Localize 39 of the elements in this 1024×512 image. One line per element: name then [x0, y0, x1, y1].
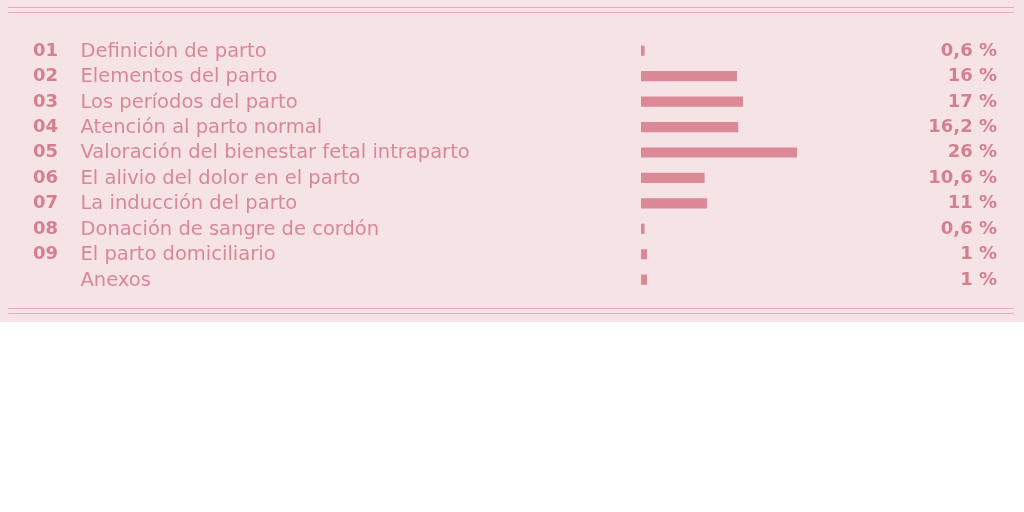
bar [641, 198, 707, 209]
data-label: 11 % [947, 191, 997, 213]
y-tick-label: La inducción del parto [80, 191, 298, 215]
y-tick-label: Atención al parto normal [80, 115, 323, 139]
bar [641, 121, 739, 133]
text: 07 [33, 191, 59, 213]
y-tick-label: Valoración del bienestar fetal intraparto [80, 140, 470, 164]
text: 08 [33, 216, 59, 238]
data-label: 1 % [960, 267, 997, 289]
data-label: 1 % [960, 242, 997, 264]
data-label: 0,6 % [940, 216, 997, 238]
bar [641, 249, 647, 260]
y-tick-label: Elementos del parto [80, 64, 278, 88]
text: 04 [33, 115, 59, 137]
data-label: 16 % [947, 64, 997, 86]
data-label: 16,2 % [928, 115, 997, 137]
y-tick-label: El alivio del dolor en el parto [80, 165, 361, 189]
bar [641, 45, 645, 56]
text: 02 [33, 64, 59, 86]
y-tick-label: El parto domiciliario [80, 242, 276, 266]
bar [641, 147, 797, 158]
data-label: 26 % [947, 140, 997, 162]
y-tick-label: Donación de sangre de cordón [80, 216, 380, 240]
bar [641, 172, 705, 184]
data-label: 17 % [947, 89, 997, 111]
bar [641, 71, 737, 82]
text: 03 [33, 89, 59, 111]
bar [641, 223, 645, 234]
text: 05 [33, 140, 59, 162]
text: 09 [33, 242, 59, 264]
bar [641, 96, 743, 107]
text: 06 [33, 165, 59, 187]
y-tick-label: Anexos [80, 267, 151, 291]
data-label: 0,6 % [940, 38, 997, 60]
text: 01 [33, 38, 59, 60]
y-tick-label: Definición de parto [80, 38, 267, 62]
data-label: 10,6 % [928, 165, 997, 187]
bar [641, 274, 647, 285]
y-tick-label: Los períodos del parto [80, 89, 298, 113]
